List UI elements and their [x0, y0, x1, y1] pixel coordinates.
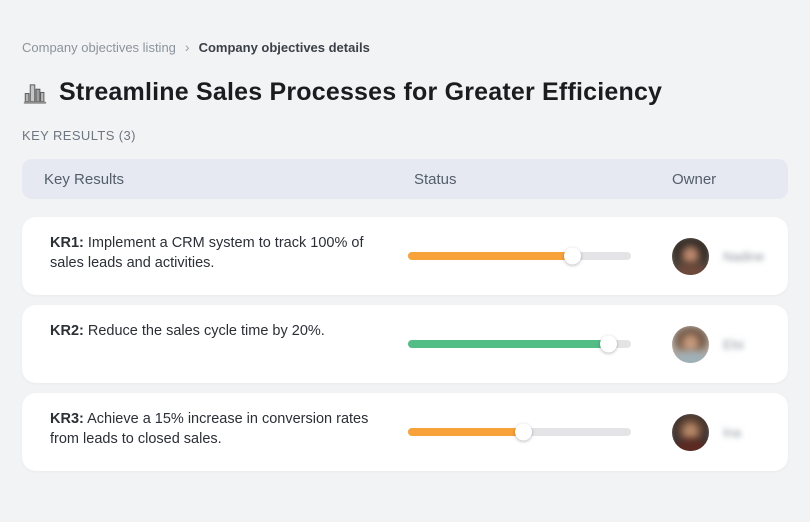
status-cell: [408, 247, 672, 265]
breadcrumb-item-listing[interactable]: Company objectives listing: [22, 40, 176, 55]
column-header-status: Status: [414, 170, 457, 188]
progress-slider[interactable]: [408, 335, 631, 353]
key-results-count-label: KEY RESULTS (3): [22, 128, 136, 143]
column-header-key-results: Key Results: [44, 170, 125, 188]
breadcrumb-item-details: Company objectives details: [198, 40, 370, 55]
breadcrumb: Company objectives listing › Company obj…: [22, 40, 788, 55]
progress-fill: [408, 423, 532, 441]
avatar: [672, 413, 709, 451]
key-result-prefix: KR2:: [50, 323, 84, 339]
progress-knob[interactable]: [599, 335, 617, 353]
owner-cell: Ina: [672, 413, 788, 451]
objective-details-page: Company objectives listing › Company obj…: [22, 40, 788, 471]
owner-cell: Nadine: [672, 237, 788, 275]
key-result-text: KR3: Achieve a 15% increase in conversio…: [22, 393, 408, 471]
column-header-owner: Owner: [672, 170, 717, 188]
key-result-prefix: KR3:: [50, 411, 84, 427]
key-result-description: Reduce the sales cycle time by 20%.: [87, 323, 325, 339]
key-result-prefix: KR1:: [50, 235, 84, 251]
progress-slider[interactable]: [408, 423, 631, 441]
title-row: Streamline Sales Processes for Greater E…: [22, 78, 788, 107]
avatar: [672, 325, 709, 363]
city-buildings-icon: [22, 80, 48, 106]
progress-fill: [408, 247, 582, 265]
progress-fill: [408, 335, 617, 353]
key-result-row-kr3[interactable]: KR3: Achieve a 15% increase in conversio…: [22, 393, 788, 471]
key-results-list: KR1: Implement a CRM system to track 100…: [22, 217, 788, 471]
avatar: [672, 237, 709, 275]
progress-knob[interactable]: [564, 247, 582, 265]
key-result-text: KR2: Reduce the sales cycle time by 20%.: [22, 305, 408, 383]
status-cell: [408, 423, 672, 441]
page-title: Streamline Sales Processes for Greater E…: [59, 78, 663, 106]
table-header: Key Results Status Owner: [22, 159, 788, 199]
key-result-text: KR1: Implement a CRM system to track 100…: [22, 217, 408, 295]
chevron-right-icon: ›: [184, 39, 190, 55]
key-result-description: Implement a CRM system to track 100% of …: [50, 235, 364, 271]
owner-cell: Elsi: [672, 325, 788, 363]
owner-name: Ina: [723, 424, 742, 440]
progress-slider[interactable]: [408, 247, 631, 265]
progress-knob[interactable]: [514, 423, 532, 441]
key-result-row-kr2[interactable]: KR2: Reduce the sales cycle time by 20%.…: [22, 305, 788, 383]
status-cell: [408, 335, 672, 353]
owner-name: Elsi: [723, 336, 744, 352]
key-result-row-kr1[interactable]: KR1: Implement a CRM system to track 100…: [22, 217, 788, 295]
key-result-description: Achieve a 15% increase in conversion rat…: [50, 411, 369, 447]
owner-name: Nadine: [723, 248, 765, 264]
